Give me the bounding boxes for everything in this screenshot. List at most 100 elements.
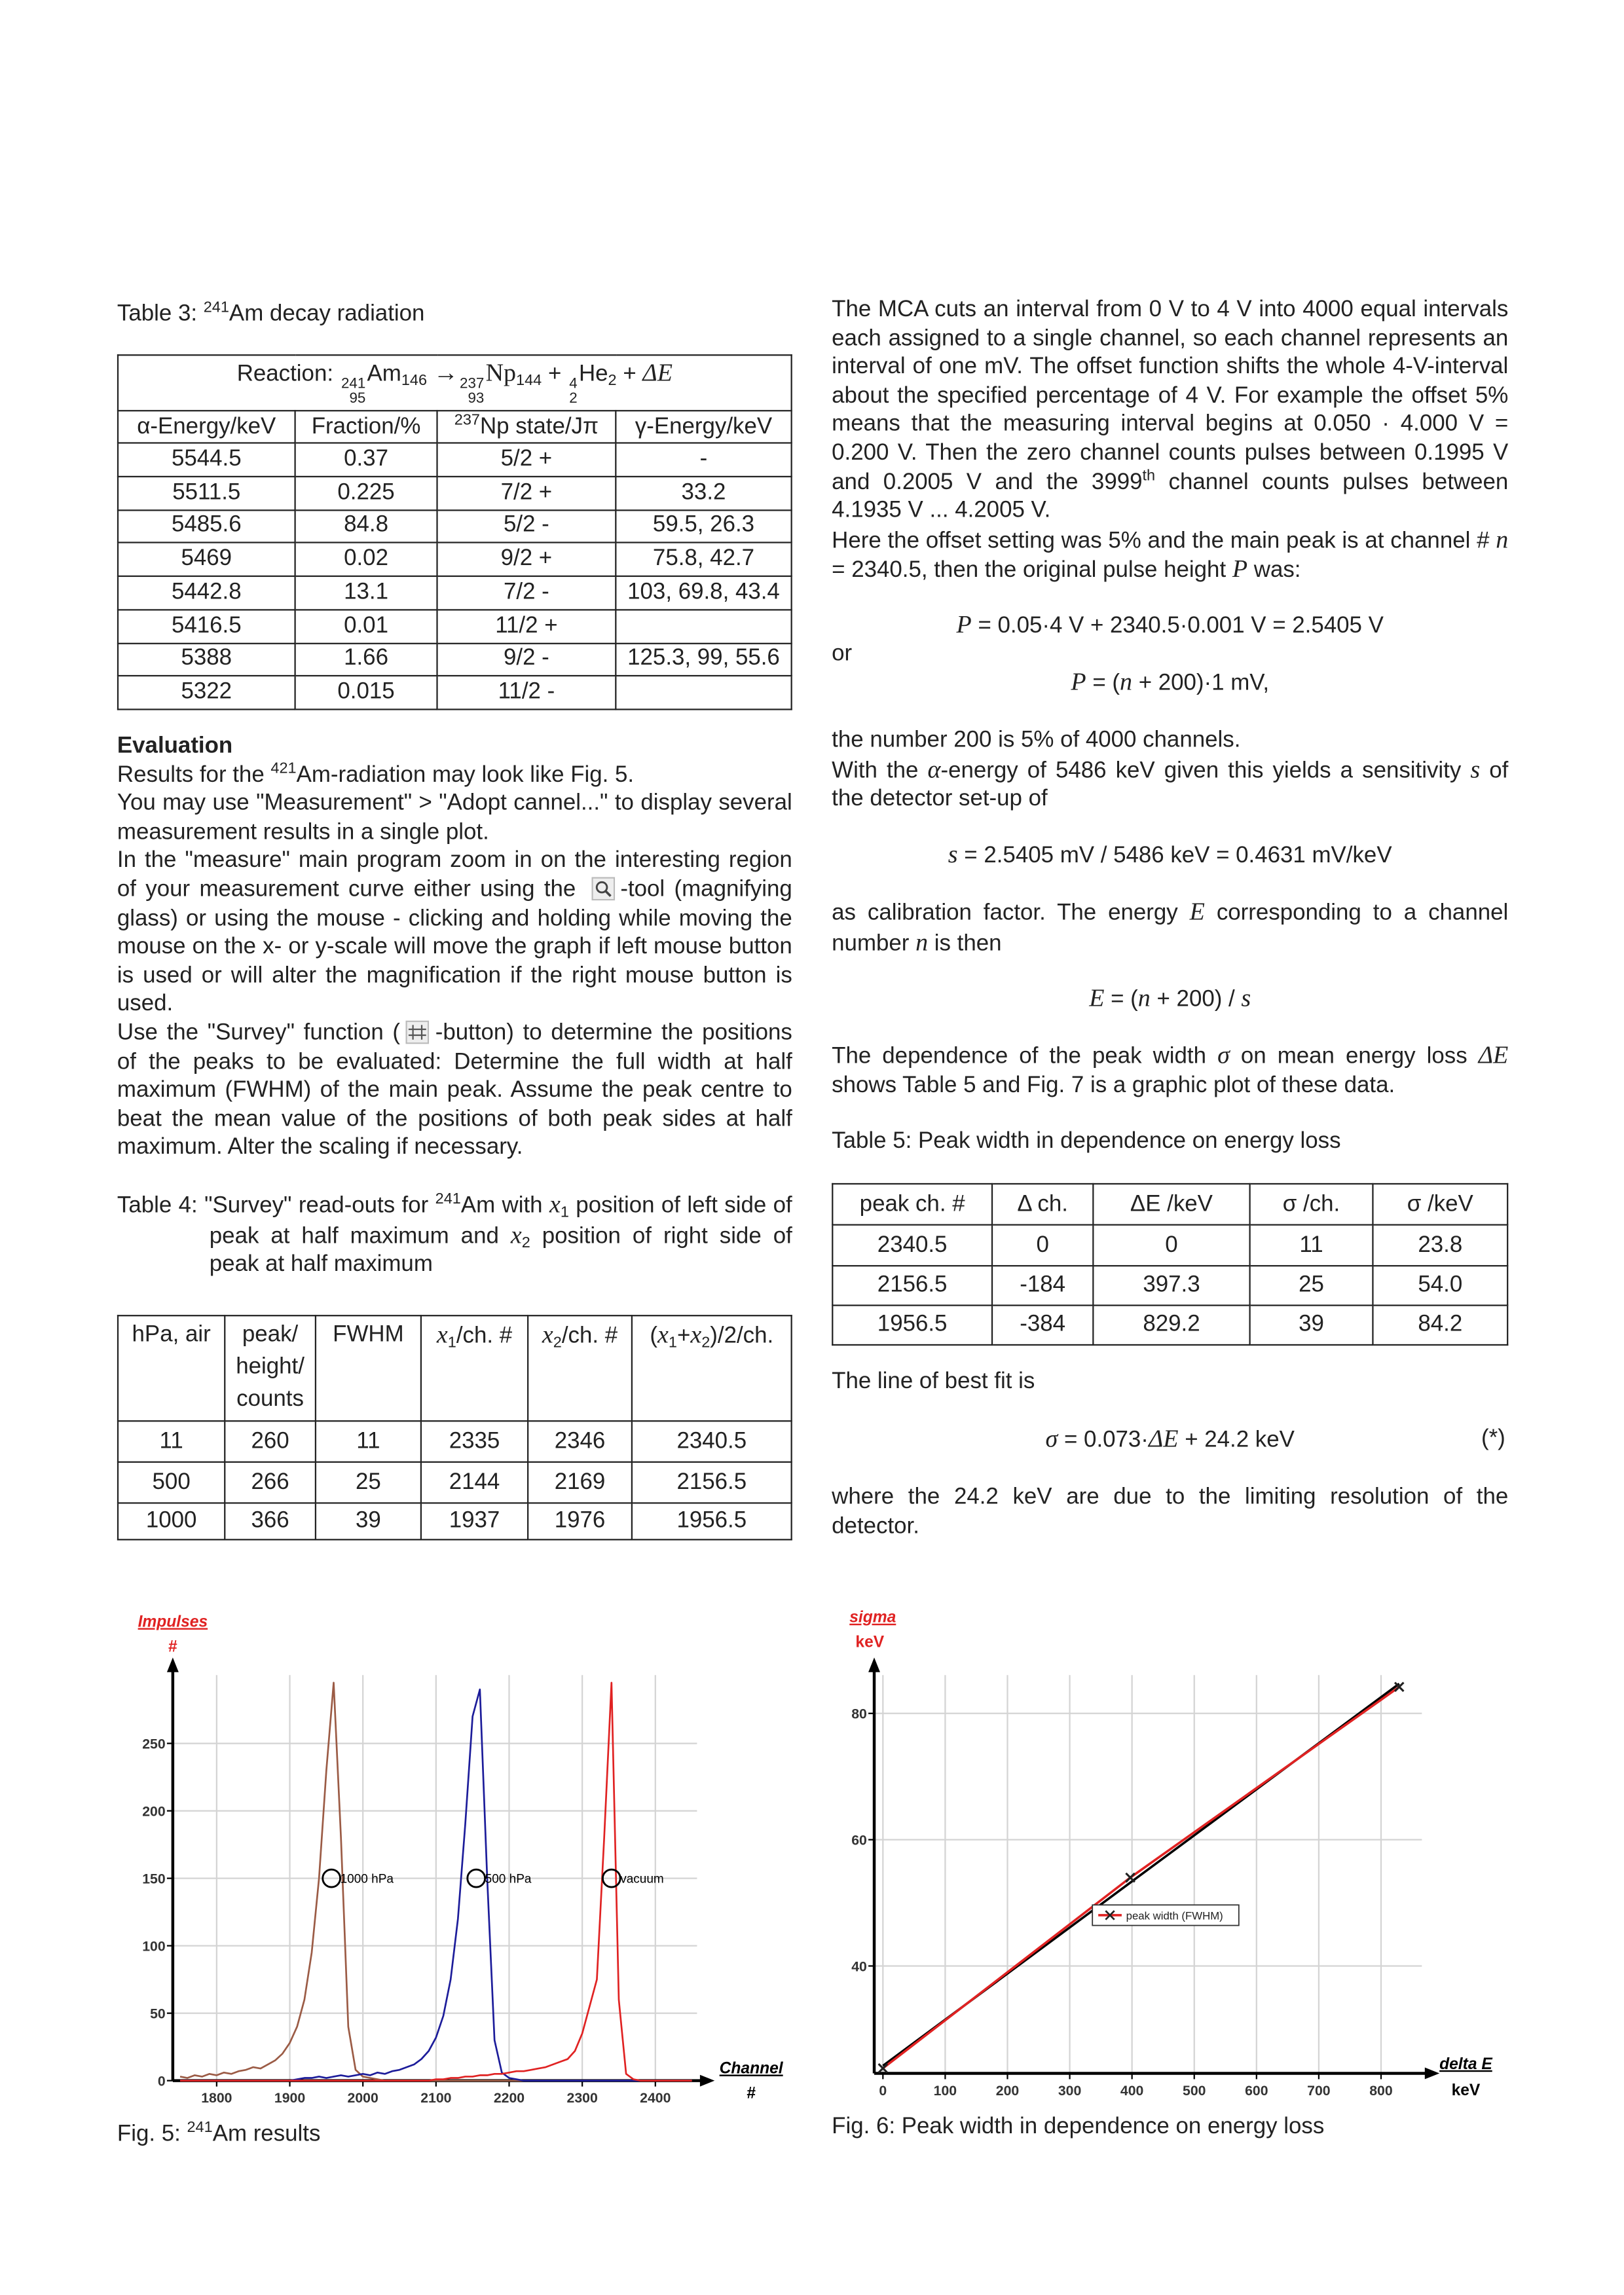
table-cell: 2335 — [420, 1420, 529, 1463]
table-cell: 829.2 — [1092, 1304, 1251, 1346]
table3-caption: Table 3: 241Am decay radiation — [117, 300, 792, 329]
y-axis-label: Impulses — [138, 1613, 208, 1630]
text: 2 — [608, 371, 617, 389]
text: P — [1232, 555, 1248, 583]
table-cell: 1956.5 — [631, 1502, 792, 1541]
text: With the — [832, 758, 928, 783]
text: P — [956, 610, 972, 638]
table3: Reaction: 241 95 Am146 → 237 93 Np144 + 4 2 He2… — [117, 354, 792, 710]
text: Use the "Survey" function ( — [117, 1020, 401, 1046]
x-axis-label: Channel — [720, 2059, 784, 2077]
text: x — [436, 1321, 448, 1349]
text: 1 — [560, 1203, 569, 1221]
table-cell: 366 — [224, 1502, 317, 1541]
paragraph: as calibration factor. The energy E corr… — [832, 898, 1508, 958]
text: + — [547, 361, 562, 386]
text: peak ch. # — [832, 1183, 993, 1226]
point-marker — [1125, 1872, 1135, 1883]
table-cell: 1976 — [527, 1502, 633, 1541]
text: where the 24.2 keV are due to the limiti… — [832, 1484, 1509, 1539]
table-cell: 2340.5 — [832, 1224, 993, 1267]
text: σ /ch. — [1249, 1183, 1374, 1226]
x-axis-arrow — [1424, 2067, 1440, 2080]
text: Fig. 6: Peak width in dependence on ener… — [832, 2114, 1325, 2140]
table-cell: 5469 — [117, 542, 296, 578]
y-tick-label: 100 — [142, 1938, 165, 1954]
paragraph: With the α-energy of 5486 keV given this… — [832, 755, 1508, 814]
text: x — [542, 1321, 553, 1349]
table-cell: 11 — [1249, 1224, 1374, 1267]
text: Am — [367, 361, 401, 386]
text: n — [1496, 525, 1509, 553]
table-row: 5511.5 0.225 7/2 +33.2 — [117, 475, 792, 511]
table-row: 5388 1.66 9/2 -125.3, 99, 55.6 — [117, 642, 792, 677]
table-cell: 0.225 — [294, 475, 438, 511]
text: /ch. # — [456, 1323, 513, 1349]
annotation-marker — [601, 1868, 621, 1888]
table-cell: 54.0 — [1372, 1265, 1509, 1306]
annotation-marker — [322, 1868, 342, 1888]
text: -tool (magnifying glass) or using the mo… — [117, 877, 792, 1017]
text: σ /keV — [1372, 1183, 1509, 1226]
x-tick-label: 400 — [1120, 2083, 1143, 2099]
x-tick-label: 2100 — [420, 2090, 451, 2106]
text: σ — [1217, 1040, 1230, 1069]
table-cell: 23.8 — [1372, 1224, 1509, 1267]
table-cell: 1956.5 — [832, 1304, 993, 1346]
equation: P = 0.05·4 V + 2340.5·0.001 V = 2.5405 V — [832, 610, 1508, 640]
text: 4 — [569, 375, 578, 392]
table-cell: 9/2 + — [436, 542, 617, 578]
y-tick-label: 50 — [150, 2006, 166, 2021]
table-cell: 5416.5 — [117, 608, 296, 644]
text: height/ — [236, 1354, 304, 1380]
text: n — [1119, 667, 1133, 696]
text: E — [1089, 983, 1105, 1012]
x-tick-label: 2200 — [494, 2090, 525, 2106]
text: on mean energy loss — [1229, 1044, 1479, 1069]
text: E — [1189, 897, 1205, 926]
table-cell — [615, 675, 792, 710]
x-tick-label: 1800 — [201, 2090, 232, 2106]
text: + 200)·1 mV, — [1132, 670, 1270, 696]
text: Δ ch. — [991, 1183, 1094, 1226]
paragraph: In the "measure" main program zoom in on… — [117, 847, 792, 1019]
table-cell: 0.02 — [294, 542, 438, 578]
y-tick-label: 60 — [851, 1832, 867, 1848]
text: /ch. # — [561, 1323, 618, 1349]
table-cell: 0 — [1092, 1224, 1251, 1267]
text: = 2.5405 mV / 5486 keV = 0.4631 mV/keV — [957, 843, 1392, 869]
y-axis-label: # — [168, 1638, 177, 1655]
equation: E = (n + 200) / s — [832, 984, 1508, 1014]
table-cell: 2156.5 — [832, 1265, 993, 1306]
table-row: 1000 366 39 1937 1976 1956.5 — [117, 1502, 792, 1541]
series-line — [882, 1685, 1400, 2070]
text: counts — [236, 1386, 304, 1412]
header-cell: x1/ch. # — [420, 1315, 529, 1422]
y-axis-label: keV — [855, 1634, 884, 1651]
text: γ-Energy/keV — [615, 410, 792, 444]
y-tick-label: 0 — [158, 2073, 166, 2089]
header-cell: 237Np state/Jπ — [436, 410, 617, 444]
paragraphs: the number 200 is 5% of 4000 channels. W… — [832, 726, 1508, 814]
text: 1 — [668, 1334, 677, 1352]
text: corresponding to a channel number — [832, 900, 1509, 956]
table-cell: 260 — [224, 1420, 317, 1463]
y-axis-label: sigma — [849, 1609, 896, 1626]
table-cell: 5544.5 — [117, 442, 296, 477]
table-cell: 5485.6 — [117, 509, 296, 544]
table-cell: 5/2 - — [436, 509, 617, 544]
text: ΔE /keV — [1092, 1183, 1251, 1226]
table-cell: - — [615, 442, 792, 477]
table-cell: 25 — [314, 1461, 422, 1504]
text: channel counts pulses between 4.1935 V .… — [832, 469, 1509, 523]
table-cell: 125.3, 99, 55.6 — [615, 642, 792, 677]
text: 241 — [341, 375, 366, 392]
text: P — [1071, 667, 1086, 696]
x-axis-label: keV — [1452, 2082, 1481, 2099]
table-row: 5322 0.015 11/2 - — [117, 675, 792, 710]
text: the number 200 is 5% of 4000 channels. — [832, 727, 1241, 753]
header-cell: peak/height/counts — [224, 1315, 317, 1422]
